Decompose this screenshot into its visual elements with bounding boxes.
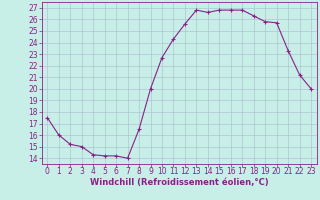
X-axis label: Windchill (Refroidissement éolien,°C): Windchill (Refroidissement éolien,°C) xyxy=(90,178,268,187)
